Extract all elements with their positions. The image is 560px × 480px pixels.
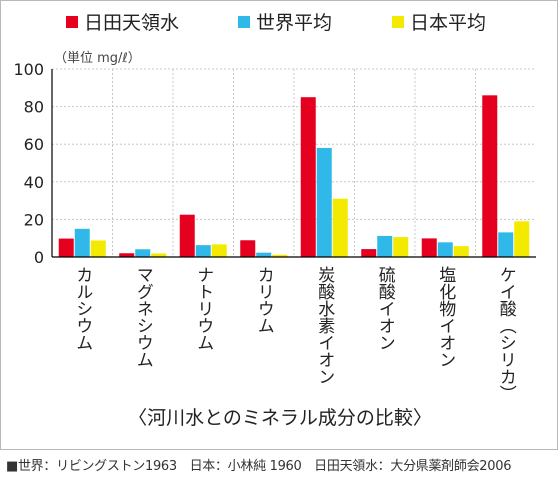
bar [514,221,530,257]
bar [195,245,211,257]
category-label: 炭酸水素イオン [314,266,335,385]
category-label: ケイ酸（シリカ） [496,266,517,402]
bar [135,249,151,257]
bar [361,249,377,257]
bar [332,198,348,257]
category-label: 硫酸イオン [375,266,396,351]
bar [119,253,135,257]
legend-swatch-japan [392,15,404,28]
bar [453,246,469,257]
bar [256,252,272,257]
bar [58,238,74,257]
legend-item-hita: 日田天領水 [66,8,179,35]
bar [393,237,409,257]
bar [498,232,514,257]
bar [74,228,90,257]
bar [300,97,316,257]
y-tick-label: 20 [24,210,44,229]
chart-frame [0,0,558,450]
unit-label: （単位 mg/ℓ） [54,51,141,66]
y-tick-label: 40 [24,173,44,192]
bar [151,253,167,257]
category-label: 塩化物イオン [435,266,456,368]
bar [179,214,195,257]
bar-chart: 0 20 40 60 80 100 カルシウム マグネシウム ナトリウム カリウム 炭酸水素イオン 硫… [13,60,536,429]
legend-item-japan: 日本平均 [392,8,486,35]
bar [482,95,498,257]
legend-label-world: 世界平均 [256,12,333,34]
footer-sources: ■世界：リビングストン1963 日本：小林純 1960 日田天領水：大分県薬剤師… [6,459,512,474]
bar [421,238,437,257]
category-label: ナトリウム [193,266,213,351]
y-tick-label: 0 [34,248,44,267]
chart-subtitle: 〈河川水とのミネラル成分の比較〉 [128,407,432,429]
legend-swatch-world [238,15,250,28]
bar [437,242,453,257]
legend-item-world: 世界平均 [238,8,332,35]
legend-label-japan: 日本平均 [410,12,487,34]
y-tick-label: 80 [24,98,44,117]
y-tick-label: 100 [13,60,44,79]
legend-label-hita: 日田天領水 [84,12,180,34]
category-label: カルシウム [72,266,92,351]
bar [377,235,393,257]
category-label: カリウム [254,266,274,334]
bar [211,244,227,257]
legend: 日田天領水 世界平均 日本平均 [0,8,560,34]
legend-swatch-hita [66,15,78,28]
bar [316,147,332,257]
bar [240,240,256,257]
bar [90,240,106,257]
y-tick-label: 60 [24,135,44,154]
bar [272,254,288,257]
category-label: マグネシウム [133,266,153,368]
